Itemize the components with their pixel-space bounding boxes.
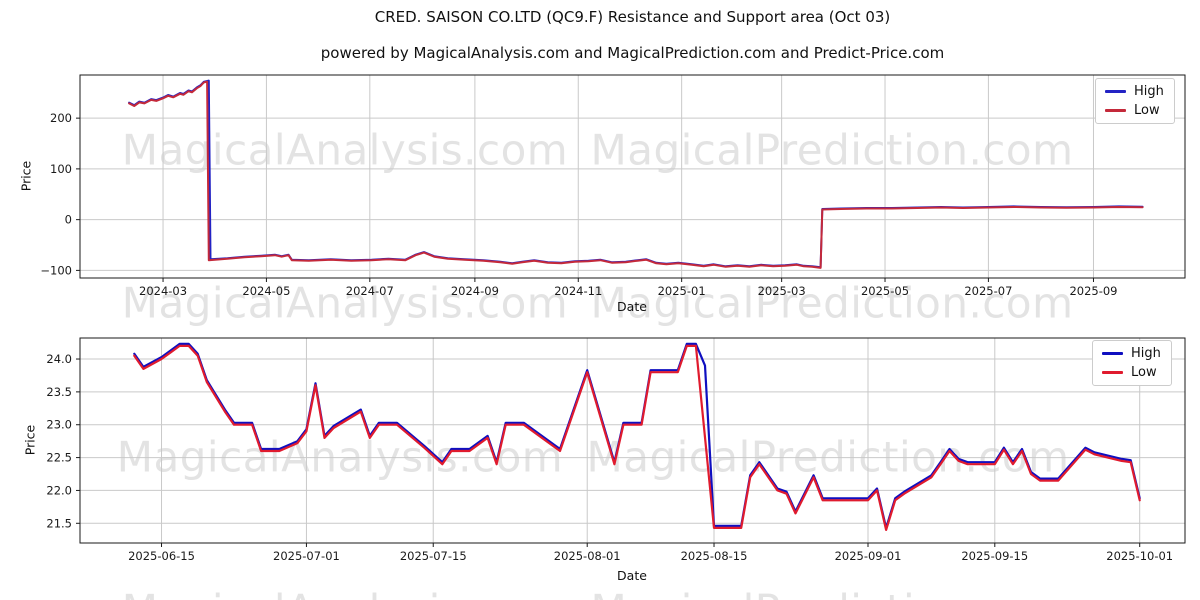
x-tick-label: 2024-05	[242, 284, 290, 298]
legend-label-low: Low	[1134, 103, 1160, 118]
y-tick-label: 200	[50, 111, 72, 125]
low-line-swatch	[1102, 371, 1123, 374]
bottom-price-axis-label: Price	[22, 424, 38, 456]
plot-border	[79, 74, 1186, 279]
x-tick-label: 2025-05	[861, 284, 909, 298]
legend-item-low: Low	[1105, 104, 1164, 117]
chart-title: CRED. SAISON CO.LTD (QC9.F) Resistance a…	[374, 8, 891, 26]
legend-item-high: High	[1105, 85, 1164, 98]
x-tick-label: 2025-07	[964, 284, 1012, 298]
legend-item-low: Low	[1102, 366, 1161, 379]
top-date-axis-label: Date	[617, 299, 647, 314]
x-tick-label: 2025-06-15	[128, 549, 195, 563]
x-tick-label: 2024-09	[451, 284, 499, 298]
legend-item-high: High	[1102, 347, 1161, 360]
x-tick-label: 2024-03	[139, 284, 187, 298]
x-tick-label: 2025-09	[1069, 284, 1117, 298]
bottom-date-axis-label: Date	[617, 568, 647, 583]
watermark-magicalanalysis: MagicalAnalysis.com	[121, 278, 569, 328]
watermark-magicalanalysis: MagicalAnalysis.com	[122, 586, 568, 600]
y-tick-label: 23.0	[46, 418, 72, 432]
x-tick-label: 2025-09-01	[835, 549, 902, 563]
x-tick-label: 2025-09-15	[961, 549, 1028, 563]
bottom-legend: High Low	[1092, 340, 1172, 386]
y-tick-label: 23.5	[46, 385, 72, 399]
x-tick-label: 2025-10-01	[1106, 549, 1173, 563]
watermark-magicalprediction: MagicalPrediction.com	[586, 432, 1070, 482]
high-line-swatch	[1102, 352, 1123, 355]
x-tick-label: 2025-01	[658, 284, 706, 298]
y-tick-label: 22.5	[46, 451, 72, 465]
x-tick-label: 2025-03	[758, 284, 806, 298]
legend-label-high: High	[1134, 84, 1164, 99]
y-tick-label: 0	[65, 213, 72, 227]
x-tick-label: 2025-07-01	[273, 549, 340, 563]
low-line-swatch	[1105, 109, 1126, 112]
y-tick-label: 21.5	[46, 516, 72, 530]
watermark-magicalprediction: MagicalPrediction.com	[590, 125, 1074, 175]
top-price-axis-label: Price	[18, 160, 34, 192]
legend-label-low: Low	[1131, 365, 1157, 380]
watermark-magicalprediction: MagicalPrediction.com	[590, 278, 1074, 328]
legend-label-high: High	[1131, 346, 1161, 361]
watermark-magicalanalysis: MagicalAnalysis.com	[121, 125, 569, 175]
x-tick-label: 2024-11	[554, 284, 602, 298]
watermark-magicalprediction: MagicalPrediction.com	[591, 586, 1074, 600]
y-tick-label: −100	[40, 263, 72, 277]
x-tick-label: 2025-07-15	[400, 549, 467, 563]
plot-border	[79, 337, 1186, 544]
high-line-swatch	[1105, 90, 1126, 93]
series-line-high	[128, 79, 1144, 269]
y-tick-label: 100	[50, 162, 72, 176]
series-line-low	[133, 344, 1141, 532]
series-line-high	[133, 342, 1141, 530]
y-tick-label: 24.0	[46, 352, 72, 366]
series-line-low	[128, 80, 1144, 269]
x-tick-label: 2025-08-15	[681, 549, 748, 563]
top-legend: High Low	[1095, 78, 1175, 124]
y-tick-label: 22.0	[46, 483, 72, 497]
x-tick-label: 2025-08-01	[554, 549, 621, 563]
x-tick-label: 2024-07	[346, 284, 394, 298]
chart-subtitle: powered by MagicalAnalysis.com and Magic…	[320, 44, 945, 62]
